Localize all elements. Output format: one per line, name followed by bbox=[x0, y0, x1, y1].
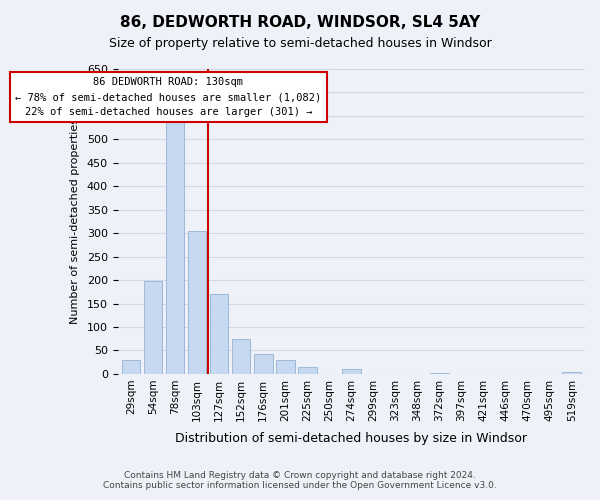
Bar bbox=[188, 231, 206, 374]
Bar bbox=[562, 372, 581, 374]
Text: Size of property relative to semi-detached houses in Windsor: Size of property relative to semi-detach… bbox=[109, 38, 491, 51]
Bar bbox=[298, 367, 317, 374]
Bar bbox=[166, 120, 184, 374]
Bar bbox=[232, 338, 250, 374]
Bar bbox=[254, 354, 272, 374]
Bar bbox=[430, 373, 449, 374]
Text: 86, DEDWORTH ROAD, WINDSOR, SL4 5AY: 86, DEDWORTH ROAD, WINDSOR, SL4 5AY bbox=[120, 15, 480, 30]
Bar bbox=[342, 369, 361, 374]
Bar bbox=[210, 294, 229, 374]
Bar bbox=[143, 281, 163, 374]
X-axis label: Distribution of semi-detached houses by size in Windsor: Distribution of semi-detached houses by … bbox=[175, 432, 527, 445]
Bar bbox=[122, 360, 140, 374]
Text: 86 DEDWORTH ROAD: 130sqm
← 78% of semi-detached houses are smaller (1,082)
22% o: 86 DEDWORTH ROAD: 130sqm ← 78% of semi-d… bbox=[15, 78, 322, 117]
Text: Contains HM Land Registry data © Crown copyright and database right 2024.
Contai: Contains HM Land Registry data © Crown c… bbox=[103, 470, 497, 490]
Y-axis label: Number of semi-detached properties: Number of semi-detached properties bbox=[70, 118, 80, 324]
Bar bbox=[276, 360, 295, 374]
